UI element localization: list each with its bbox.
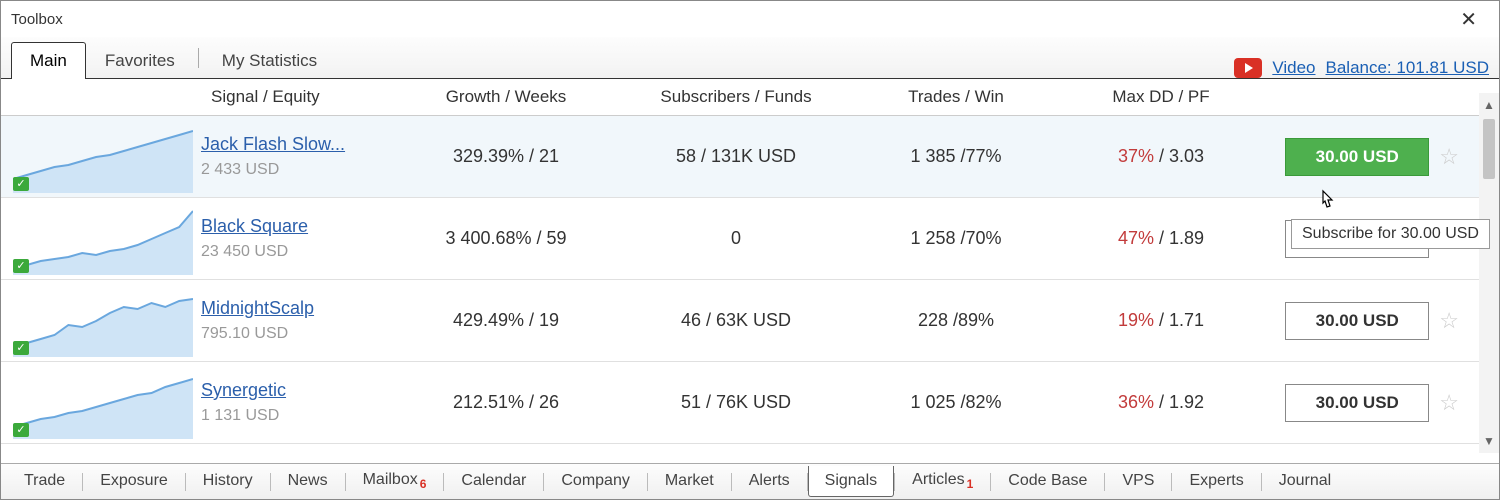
close-icon[interactable]: ✕ (1448, 7, 1489, 32)
subscribe-price-button[interactable]: 30.00 USD (1285, 384, 1429, 422)
bottom-tab-articles[interactable]: Articles1 (895, 465, 990, 498)
maxdd-value: 36% / 1.92 (1061, 392, 1261, 413)
equity-value: 1 131 USD (201, 407, 391, 425)
equity-value: 795.10 USD (201, 325, 391, 343)
table-row[interactable]: ✓ Jack Flash Slow... 2 433 USD329.39% / 21… (1, 116, 1499, 198)
bottom-tab-journal[interactable]: Journal (1262, 466, 1348, 497)
maxdd-value: 47% / 1.89 (1061, 228, 1261, 249)
header-dd: Max DD / PF (1061, 87, 1261, 107)
subscribe-price-button[interactable]: 30.00 USD (1285, 302, 1429, 340)
growth-value: 212.51% / 26 (391, 392, 621, 413)
bottom-tab-signals[interactable]: Signals (808, 466, 894, 497)
verified-icon: ✓ (13, 259, 29, 273)
bottom-tab-alerts[interactable]: Alerts (732, 466, 807, 497)
header-signal: Signal / Equity (1, 87, 391, 107)
tab-my-statistics[interactable]: My Statistics (203, 42, 336, 79)
subscribe-price-button[interactable]: 30.00 USD (1285, 138, 1429, 176)
favorite-star-icon[interactable]: ☆ (1439, 390, 1459, 416)
trades-value: 1 258 /70% (851, 228, 1061, 249)
column-headers: Signal / Equity Growth / Weeks Subscribe… (1, 79, 1499, 116)
header-trades: Trades / Win (851, 87, 1061, 107)
header-subs: Subscribers / Funds (621, 87, 851, 107)
trades-value: 1 385 /77% (851, 146, 1061, 167)
bottom-tab-mailbox[interactable]: Mailbox6 (346, 465, 444, 498)
equity-value: 2 433 USD (201, 161, 391, 179)
subscribers-value: 46 / 63K USD (621, 310, 851, 331)
balance-link[interactable]: Balance: 101.81 USD (1326, 58, 1490, 78)
scroll-thumb[interactable] (1483, 119, 1495, 179)
bottom-tab-history[interactable]: History (186, 466, 270, 497)
growth-value: 3 400.68% / 59 (391, 228, 621, 249)
vertical-scrollbar[interactable]: ▲ ▼ (1479, 93, 1499, 453)
equity-sparkline: ✓ (1, 285, 201, 357)
table-row[interactable]: ✓ Black Square 23 450 USD3 400.68% / 5901 … (1, 198, 1499, 280)
maxdd-value: 19% / 1.71 (1061, 310, 1261, 331)
bottom-tab-news[interactable]: News (271, 466, 345, 497)
badge-count: 6 (420, 477, 427, 491)
scroll-down-icon[interactable]: ▼ (1483, 429, 1495, 453)
bottom-tab-trade[interactable]: Trade (7, 466, 82, 497)
signal-name-link[interactable]: Jack Flash Slow... (201, 134, 371, 155)
titlebar: Toolbox ✕ (1, 1, 1499, 37)
signal-name-link[interactable]: MidnightScalp (201, 298, 371, 319)
favorite-star-icon[interactable]: ☆ (1439, 308, 1459, 334)
bottom-tab-calendar[interactable]: Calendar (444, 466, 543, 497)
bottom-tab-market[interactable]: Market (648, 466, 731, 497)
bottom-tab-company[interactable]: Company (544, 466, 646, 497)
window-title: Toolbox (11, 11, 1448, 28)
equity-sparkline: ✓ (1, 367, 201, 439)
subscribers-value: 51 / 76K USD (621, 392, 851, 413)
verified-icon: ✓ (13, 177, 29, 191)
subscribe-tooltip: Subscribe for 30.00 USD (1291, 219, 1490, 249)
signal-name-link[interactable]: Black Square (201, 216, 371, 237)
signal-rows: ✓ Jack Flash Slow... 2 433 USD329.39% / 21… (1, 116, 1499, 446)
growth-value: 429.49% / 19 (391, 310, 621, 331)
youtube-icon[interactable] (1234, 58, 1262, 78)
table-row[interactable]: ✓ MidnightScalp 795.10 USD429.49% / 1946 /… (1, 280, 1499, 362)
growth-value: 329.39% / 21 (391, 146, 621, 167)
verified-icon: ✓ (13, 423, 29, 437)
signal-name-link[interactable]: Synergetic (201, 380, 371, 401)
badge-count: 1 (967, 477, 974, 491)
bottom-tabs: TradeExposureHistoryNewsMailbox6Calendar… (1, 463, 1499, 499)
equity-sparkline: ✓ (1, 121, 201, 193)
favorite-star-icon[interactable]: ☆ (1439, 144, 1459, 170)
equity-value: 23 450 USD (201, 243, 391, 261)
trades-value: 228 /89% (851, 310, 1061, 331)
table-row[interactable]: ✓ Synergetic 1 131 USD212.51% / 2651 / 76K… (1, 362, 1499, 444)
subscribers-value: 58 / 131K USD (621, 146, 851, 167)
bottom-tab-code-base[interactable]: Code Base (991, 466, 1104, 497)
bottom-tab-exposure[interactable]: Exposure (83, 466, 185, 497)
verified-icon: ✓ (13, 341, 29, 355)
bottom-tab-experts[interactable]: Experts (1172, 466, 1260, 497)
top-right-links: Video Balance: 101.81 USD (1234, 58, 1489, 78)
tab-favorites[interactable]: Favorites (86, 42, 194, 79)
video-link[interactable]: Video (1272, 58, 1315, 78)
tab-main[interactable]: Main (11, 42, 86, 79)
top-tabs: MainFavoritesMy Statistics Video Balance… (1, 37, 1499, 79)
subscribers-value: 0 (621, 228, 851, 249)
bottom-tab-vps[interactable]: VPS (1105, 466, 1171, 497)
trades-value: 1 025 /82% (851, 392, 1061, 413)
header-growth: Growth / Weeks (391, 87, 621, 107)
equity-sparkline: ✓ (1, 203, 201, 275)
scroll-up-icon[interactable]: ▲ (1483, 93, 1495, 117)
maxdd-value: 37% / 3.03 (1061, 146, 1261, 167)
